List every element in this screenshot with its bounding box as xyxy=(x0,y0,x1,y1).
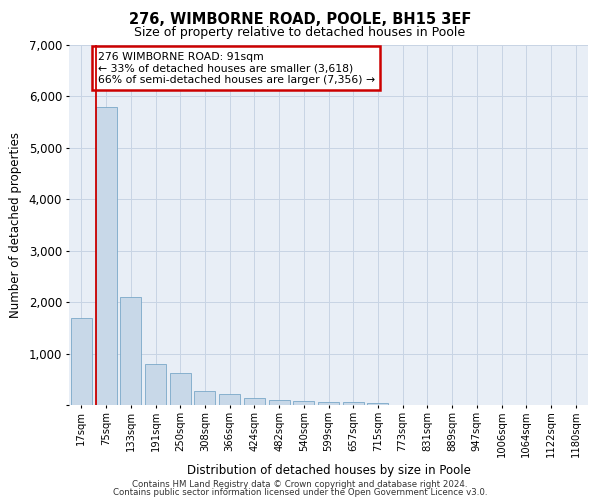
Bar xyxy=(244,398,265,405)
Bar xyxy=(120,297,141,405)
Bar xyxy=(367,403,388,405)
Bar xyxy=(95,106,116,405)
Text: Contains public sector information licensed under the Open Government Licence v3: Contains public sector information licen… xyxy=(113,488,487,497)
Text: Contains HM Land Registry data © Crown copyright and database right 2024.: Contains HM Land Registry data © Crown c… xyxy=(132,480,468,489)
Y-axis label: Number of detached properties: Number of detached properties xyxy=(9,132,22,318)
Bar xyxy=(71,318,92,405)
Bar xyxy=(170,372,191,405)
X-axis label: Distribution of detached houses by size in Poole: Distribution of detached houses by size … xyxy=(187,464,470,477)
Bar xyxy=(269,400,290,405)
Bar xyxy=(318,402,339,405)
Text: 276 WIMBORNE ROAD: 91sqm
← 33% of detached houses are smaller (3,618)
66% of sem: 276 WIMBORNE ROAD: 91sqm ← 33% of detach… xyxy=(98,52,374,85)
Bar xyxy=(343,402,364,405)
Bar xyxy=(293,401,314,405)
Text: Size of property relative to detached houses in Poole: Size of property relative to detached ho… xyxy=(134,26,466,39)
Bar xyxy=(219,394,240,405)
Text: 276, WIMBORNE ROAD, POOLE, BH15 3EF: 276, WIMBORNE ROAD, POOLE, BH15 3EF xyxy=(129,12,471,28)
Bar xyxy=(194,390,215,405)
Bar xyxy=(145,364,166,405)
